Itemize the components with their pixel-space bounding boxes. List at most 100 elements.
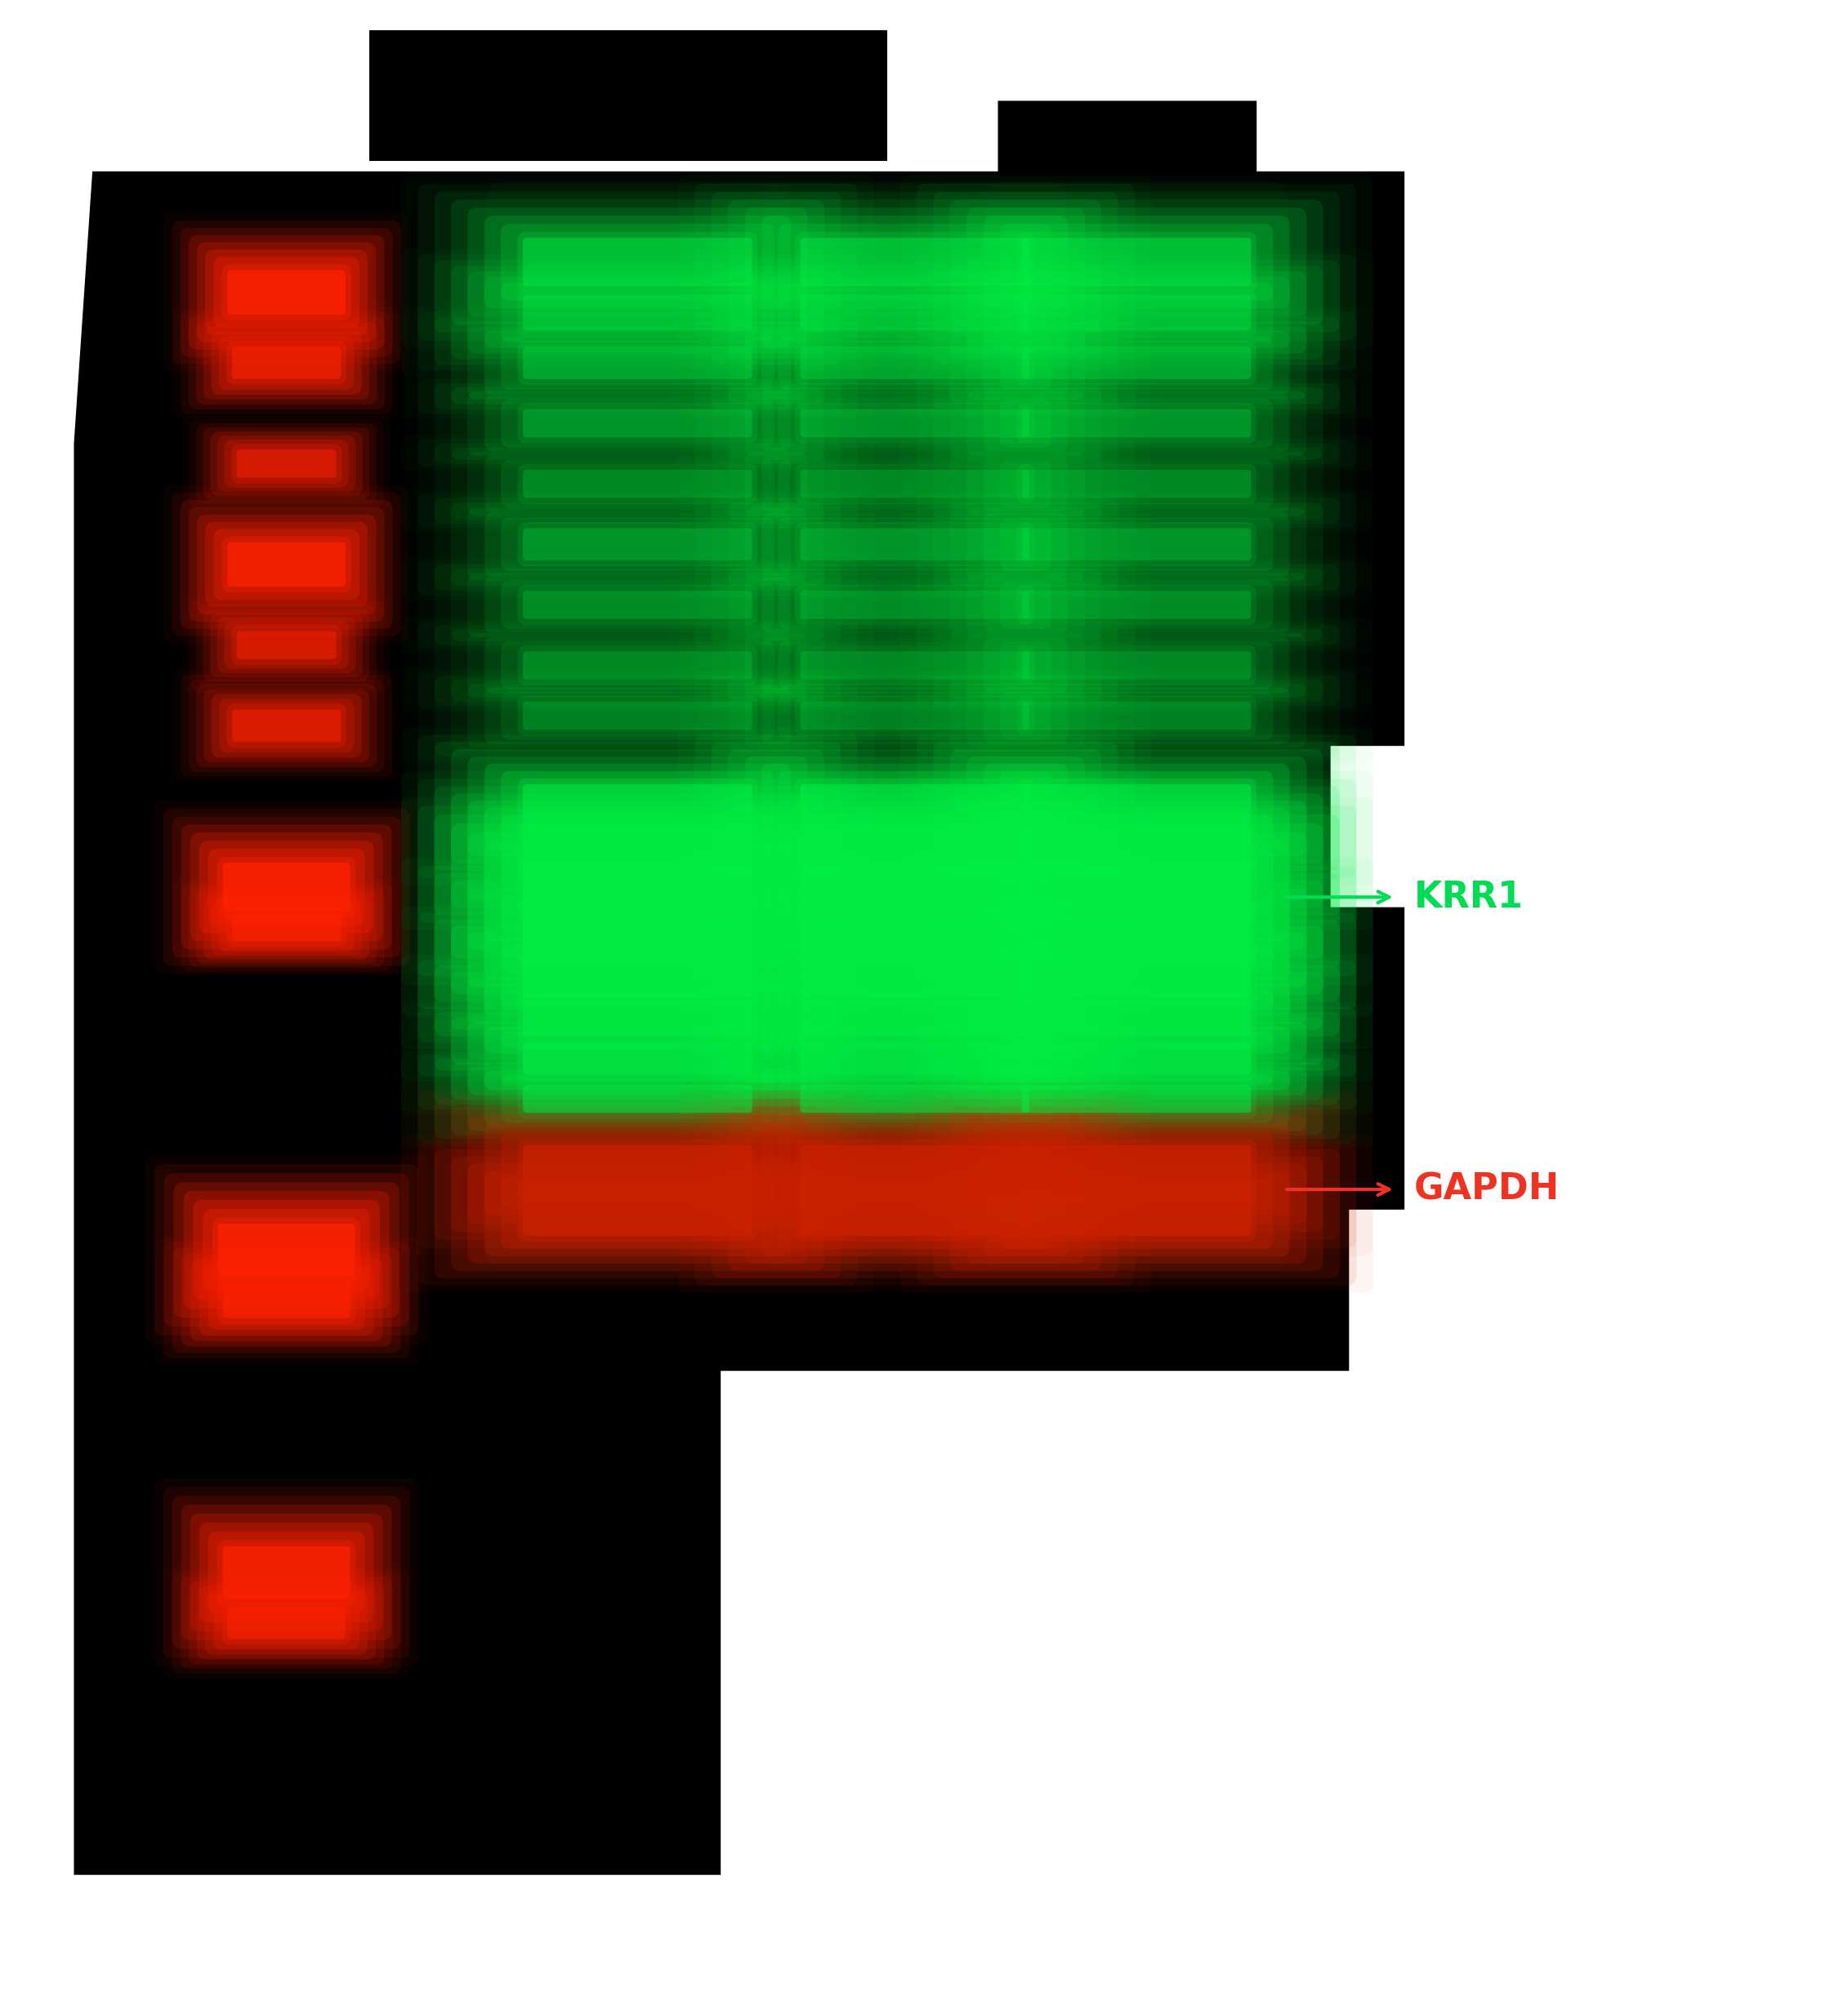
FancyBboxPatch shape — [468, 1022, 808, 1095]
FancyBboxPatch shape — [1022, 702, 1251, 730]
FancyBboxPatch shape — [218, 700, 355, 752]
FancyBboxPatch shape — [795, 1185, 1035, 1242]
FancyBboxPatch shape — [196, 242, 375, 343]
FancyBboxPatch shape — [209, 1270, 364, 1331]
FancyBboxPatch shape — [517, 1079, 758, 1119]
Polygon shape — [74, 101, 1404, 1875]
FancyBboxPatch shape — [209, 849, 364, 925]
FancyBboxPatch shape — [1022, 294, 1251, 331]
FancyBboxPatch shape — [468, 633, 808, 698]
FancyBboxPatch shape — [451, 448, 824, 520]
FancyBboxPatch shape — [967, 508, 1307, 581]
FancyBboxPatch shape — [190, 1260, 383, 1341]
FancyBboxPatch shape — [517, 1139, 758, 1200]
FancyBboxPatch shape — [745, 1022, 1085, 1095]
FancyBboxPatch shape — [181, 1504, 392, 1641]
FancyBboxPatch shape — [1022, 784, 1251, 829]
FancyBboxPatch shape — [222, 536, 351, 593]
FancyBboxPatch shape — [213, 528, 359, 601]
FancyBboxPatch shape — [695, 806, 1135, 976]
FancyBboxPatch shape — [468, 887, 808, 988]
FancyBboxPatch shape — [196, 683, 377, 768]
FancyBboxPatch shape — [222, 863, 351, 911]
FancyBboxPatch shape — [800, 238, 1029, 286]
FancyBboxPatch shape — [711, 317, 1118, 409]
FancyBboxPatch shape — [950, 1107, 1323, 1232]
FancyBboxPatch shape — [468, 208, 808, 317]
FancyBboxPatch shape — [800, 1191, 1029, 1236]
FancyBboxPatch shape — [1000, 460, 1273, 508]
FancyBboxPatch shape — [711, 814, 1118, 968]
FancyBboxPatch shape — [216, 857, 355, 917]
FancyBboxPatch shape — [950, 266, 1323, 359]
FancyBboxPatch shape — [451, 972, 824, 1064]
FancyBboxPatch shape — [728, 502, 1101, 587]
FancyBboxPatch shape — [225, 341, 347, 385]
FancyBboxPatch shape — [695, 960, 1135, 1077]
FancyBboxPatch shape — [778, 1032, 1052, 1085]
FancyBboxPatch shape — [1022, 1085, 1251, 1113]
FancyBboxPatch shape — [761, 841, 1068, 941]
FancyBboxPatch shape — [517, 859, 758, 923]
FancyBboxPatch shape — [800, 651, 1029, 679]
FancyBboxPatch shape — [451, 1062, 824, 1135]
FancyBboxPatch shape — [1016, 778, 1257, 835]
FancyBboxPatch shape — [745, 208, 1085, 317]
FancyBboxPatch shape — [933, 786, 1340, 915]
FancyBboxPatch shape — [501, 337, 774, 389]
FancyBboxPatch shape — [950, 925, 1323, 1030]
FancyBboxPatch shape — [1022, 651, 1251, 679]
FancyBboxPatch shape — [517, 232, 758, 292]
FancyBboxPatch shape — [800, 1145, 1029, 1193]
FancyBboxPatch shape — [237, 631, 336, 659]
FancyBboxPatch shape — [523, 470, 752, 498]
FancyBboxPatch shape — [468, 452, 808, 516]
FancyBboxPatch shape — [484, 512, 791, 577]
FancyBboxPatch shape — [967, 391, 1307, 456]
FancyBboxPatch shape — [711, 192, 1118, 333]
FancyBboxPatch shape — [761, 512, 1068, 577]
FancyBboxPatch shape — [484, 982, 791, 1054]
FancyBboxPatch shape — [224, 439, 349, 488]
FancyBboxPatch shape — [950, 1062, 1323, 1135]
FancyBboxPatch shape — [795, 403, 1035, 444]
FancyBboxPatch shape — [451, 569, 824, 641]
FancyBboxPatch shape — [501, 901, 774, 974]
FancyBboxPatch shape — [523, 528, 752, 560]
FancyBboxPatch shape — [523, 784, 752, 829]
FancyBboxPatch shape — [164, 1173, 408, 1327]
FancyBboxPatch shape — [434, 1099, 841, 1240]
FancyBboxPatch shape — [983, 982, 1290, 1054]
FancyBboxPatch shape — [188, 601, 383, 689]
FancyBboxPatch shape — [434, 966, 841, 1070]
FancyBboxPatch shape — [983, 276, 1290, 349]
FancyBboxPatch shape — [967, 683, 1307, 748]
FancyBboxPatch shape — [181, 1577, 392, 1669]
FancyBboxPatch shape — [967, 452, 1307, 516]
FancyBboxPatch shape — [196, 514, 375, 615]
FancyBboxPatch shape — [728, 569, 1101, 641]
FancyBboxPatch shape — [795, 288, 1035, 337]
FancyBboxPatch shape — [933, 966, 1340, 1070]
FancyBboxPatch shape — [501, 641, 774, 689]
FancyBboxPatch shape — [172, 492, 401, 637]
FancyBboxPatch shape — [190, 833, 383, 941]
FancyBboxPatch shape — [1000, 988, 1273, 1048]
FancyBboxPatch shape — [711, 919, 1118, 1036]
FancyBboxPatch shape — [1016, 1139, 1257, 1200]
FancyBboxPatch shape — [800, 784, 1029, 829]
FancyBboxPatch shape — [761, 808, 1068, 893]
FancyBboxPatch shape — [418, 913, 857, 1042]
FancyBboxPatch shape — [745, 978, 1085, 1058]
FancyBboxPatch shape — [917, 913, 1356, 1042]
FancyBboxPatch shape — [800, 865, 1029, 917]
FancyBboxPatch shape — [484, 1070, 791, 1127]
FancyBboxPatch shape — [917, 183, 1356, 341]
FancyBboxPatch shape — [227, 270, 346, 314]
FancyBboxPatch shape — [468, 931, 808, 1024]
FancyBboxPatch shape — [1016, 232, 1257, 292]
FancyBboxPatch shape — [484, 687, 791, 744]
FancyBboxPatch shape — [451, 200, 824, 325]
FancyBboxPatch shape — [181, 825, 392, 950]
FancyBboxPatch shape — [205, 1591, 368, 1655]
